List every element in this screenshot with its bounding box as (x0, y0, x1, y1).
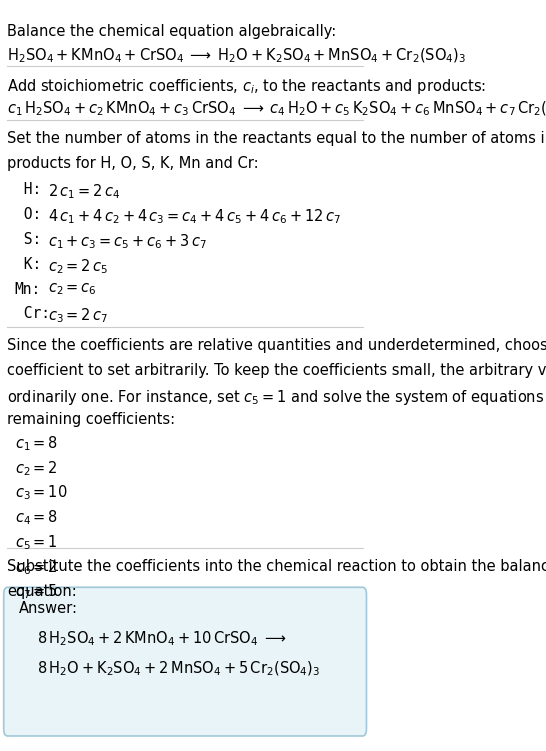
Text: Balance the chemical equation algebraically:: Balance the chemical equation algebraica… (8, 24, 337, 39)
Text: $c_5 = 1$: $c_5 = 1$ (15, 533, 58, 552)
Text: remaining coefficients:: remaining coefficients: (8, 412, 175, 427)
Text: Cr:: Cr: (15, 306, 50, 321)
Text: Set the number of atoms in the reactants equal to the number of atoms in the: Set the number of atoms in the reactants… (8, 131, 546, 146)
Text: $c_2 = 2$: $c_2 = 2$ (15, 459, 58, 478)
Text: $c_3 = 10$: $c_3 = 10$ (15, 484, 68, 502)
Text: H:: H: (15, 182, 41, 198)
Text: O:: O: (15, 207, 41, 222)
Text: $c_7 = 5$: $c_7 = 5$ (15, 583, 58, 602)
Text: equation:: equation: (8, 584, 77, 599)
FancyBboxPatch shape (4, 587, 366, 736)
Text: $c_2 = c_6$: $c_2 = c_6$ (48, 282, 97, 297)
Text: K:: K: (15, 257, 41, 272)
Text: $8\,\mathrm{H_2SO_4} + 2\,\mathrm{KMnO_4} + 10\,\mathrm{CrSO_4}\;\longrightarrow: $8\,\mathrm{H_2SO_4} + 2\,\mathrm{KMnO_4… (37, 629, 287, 648)
Text: $2\,c_1 = 2\,c_4$: $2\,c_1 = 2\,c_4$ (48, 182, 120, 201)
Text: Add stoichiometric coefficients, $c_i$, to the reactants and products:: Add stoichiometric coefficients, $c_i$, … (8, 77, 486, 95)
Text: Answer:: Answer: (19, 601, 78, 616)
Text: Mn:: Mn: (15, 282, 41, 297)
Text: S:: S: (15, 232, 41, 247)
Text: $c_1 + c_3 = c_5 + c_6 + 3\,c_7$: $c_1 + c_3 = c_5 + c_6 + 3\,c_7$ (48, 232, 207, 251)
Text: Since the coefficients are relative quantities and underdetermined, choose a: Since the coefficients are relative quan… (8, 338, 546, 353)
Text: $c_1\,\mathrm{H_2SO_4} + c_2\,\mathrm{KMnO_4} + c_3\,\mathrm{CrSO_4}\;\longright: $c_1\,\mathrm{H_2SO_4} + c_2\,\mathrm{KM… (8, 99, 546, 118)
Text: $c_2 = 2\,c_5$: $c_2 = 2\,c_5$ (48, 257, 109, 276)
Text: $c_6 = 2$: $c_6 = 2$ (15, 558, 58, 577)
Text: products for H, O, S, K, Mn and Cr:: products for H, O, S, K, Mn and Cr: (8, 156, 259, 171)
Text: coefficient to set arbitrarily. To keep the coefficients small, the arbitrary va: coefficient to set arbitrarily. To keep … (8, 363, 546, 378)
Text: $\mathrm{H_2SO_4 + KMnO_4 + CrSO_4}\;\longrightarrow\;\mathrm{H_2O + K_2SO_4 + M: $\mathrm{H_2SO_4 + KMnO_4 + CrSO_4}\;\lo… (8, 47, 466, 65)
Text: Substitute the coefficients into the chemical reaction to obtain the balanced: Substitute the coefficients into the che… (8, 559, 546, 575)
Text: $4\,c_1 + 4\,c_2 + 4\,c_3 = c_4 + 4\,c_5 + 4\,c_6 + 12\,c_7$: $4\,c_1 + 4\,c_2 + 4\,c_3 = c_4 + 4\,c_5… (48, 207, 341, 226)
Text: $c_4 = 8$: $c_4 = 8$ (15, 508, 58, 527)
Text: ordinarily one. For instance, set $c_5 = 1$ and solve the system of equations fo: ordinarily one. For instance, set $c_5 =… (8, 388, 546, 406)
Text: $c_1 = 8$: $c_1 = 8$ (15, 434, 58, 453)
Text: $8\,\mathrm{H_2O} + \mathrm{K_2SO_4} + 2\,\mathrm{MnSO_4} + 5\,\mathrm{Cr_2(SO_4: $8\,\mathrm{H_2O} + \mathrm{K_2SO_4} + 2… (37, 659, 321, 678)
Text: $c_3 = 2\,c_7$: $c_3 = 2\,c_7$ (48, 306, 109, 325)
